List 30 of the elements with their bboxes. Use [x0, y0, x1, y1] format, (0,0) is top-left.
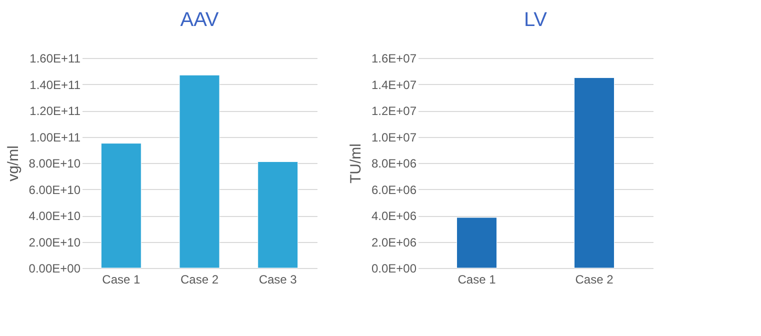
- y-tick-label: 4.00E+10: [28, 209, 81, 223]
- chart-title: LV: [524, 9, 548, 31]
- y-tick-label: 2.0E+06: [371, 235, 417, 250]
- y-tick-label: 6.00E+10: [28, 182, 81, 197]
- y-tick-label: 2.00E+10: [28, 235, 81, 250]
- y-tick-label: 1.00E+11: [30, 130, 81, 144]
- y-tick-label: 8.00E+10: [28, 156, 81, 170]
- bar: [100, 143, 142, 268]
- x-tick-label: Case 2: [180, 272, 219, 286]
- y-tick-label: 8.0E+06: [371, 156, 417, 170]
- x-tick-label: Case 1: [458, 272, 496, 286]
- y-axis-title: vg/ml: [4, 146, 22, 182]
- y-axis-title: TU/ml: [347, 144, 364, 184]
- y-tick-label: 1.2E+07: [371, 104, 417, 118]
- x-tick-label: Case 1: [102, 272, 140, 286]
- y-tick-label: 1.60E+11: [30, 52, 81, 66]
- y-tick-label: 1.20E+11: [30, 104, 81, 118]
- y-tick-label: 0.00E+00: [28, 262, 81, 276]
- x-tick-label: Case 2: [575, 272, 614, 286]
- y-tick-label: 0.0E+00: [371, 262, 417, 276]
- y-tick-label: 4.0E+06: [371, 209, 417, 223]
- chart-title: AAV: [180, 9, 220, 31]
- y-tick-label: 1.4E+07: [371, 78, 417, 92]
- bar: [179, 74, 220, 268]
- x-tick-label: Case 3: [258, 272, 298, 286]
- bar: [258, 161, 298, 268]
- y-tick-label: 1.40E+11: [30, 78, 81, 92]
- y-tick-label: 6.0E+06: [371, 182, 417, 197]
- y-tick-label: 1.6E+07: [371, 52, 417, 66]
- y-tick-label: 1.0E+07: [371, 130, 417, 144]
